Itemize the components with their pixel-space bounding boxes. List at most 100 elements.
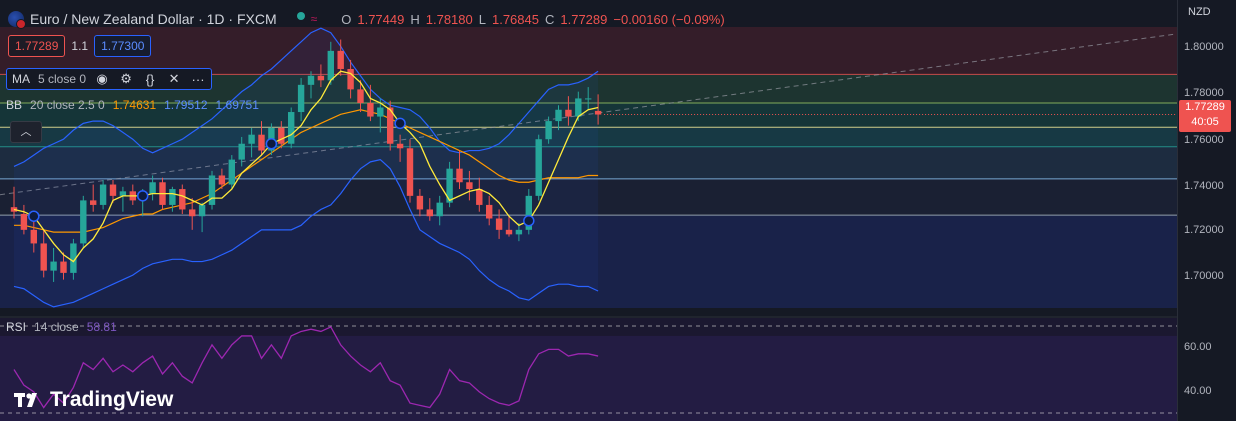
cross-marker — [28, 210, 40, 222]
candle-body — [70, 243, 77, 273]
candle-body — [80, 200, 87, 244]
price-tick: 1.76000 — [1184, 134, 1224, 146]
candle-body — [109, 184, 117, 196]
price-zone — [0, 178, 1177, 216]
candle-body — [258, 134, 265, 151]
price-tick: 1.78000 — [1184, 87, 1224, 99]
sell-button[interactable]: 1.77289 — [8, 35, 66, 57]
bb-lower-line — [13, 158, 599, 308]
candle-body — [238, 143, 245, 160]
ma5-line — [13, 70, 599, 263]
candle-body — [466, 182, 473, 190]
brand-name: TradingView — [50, 388, 174, 411]
candle-body — [545, 121, 552, 140]
low-value: 1.76845 — [491, 11, 539, 27]
tradingview-logo[interactable]: TradingView — [14, 388, 173, 412]
market-open-icon — [296, 12, 305, 20]
candle-body — [446, 168, 453, 203]
bb-params: 20 close 2.5 0 — [30, 98, 105, 112]
price-tick: 1.74000 — [1184, 180, 1224, 192]
rsi-tick: 60.00 — [1184, 341, 1212, 353]
price-tick: 1.80000 — [1184, 41, 1224, 53]
cross-marker — [265, 137, 278, 150]
candle-body — [426, 209, 433, 217]
tradingview-mark-icon — [14, 393, 37, 407]
candle-body — [505, 229, 513, 235]
candle-body — [288, 112, 295, 144]
candle-body — [535, 139, 542, 196]
candle-body — [218, 175, 226, 185]
rsi-tick: 40.00 — [1184, 385, 1212, 397]
buy-button[interactable]: 1.77300 — [94, 35, 152, 57]
price-tick: 1.72000 — [1184, 224, 1224, 236]
candle-body — [387, 107, 394, 144]
candle-body — [406, 148, 414, 196]
candle-body — [456, 168, 463, 183]
bb-legend[interactable]: BB 20 close 2.5 0 1.74631 1.79512 1.6975… — [6, 98, 259, 112]
eur-nzd-flag-icon — [8, 11, 26, 29]
candle-body — [307, 75, 315, 85]
candle-body — [486, 204, 493, 219]
high-value: 1.78180 — [425, 11, 473, 27]
bb-basis-line — [14, 109, 599, 233]
close-label: C — [544, 11, 555, 27]
rsi-label: RSI — [6, 320, 27, 334]
candle-body — [198, 204, 206, 217]
candle-body — [525, 195, 532, 230]
candle-body — [50, 261, 57, 271]
bb-upper-line — [13, 27, 599, 167]
source-code-icon[interactable]: {} — [145, 71, 155, 87]
candle-body — [436, 202, 443, 217]
candle-body — [189, 209, 196, 217]
delay-wave-icon: ≈ — [310, 12, 318, 26]
change-value: −0.00160 (−0.09%) — [613, 11, 725, 27]
candle-body — [585, 98, 592, 100]
candle-body — [495, 218, 503, 230]
candle-body — [10, 207, 18, 212]
close-icon[interactable]: ✕ — [168, 71, 180, 86]
open-label: O — [341, 11, 352, 27]
currency-label[interactable]: NZD — [1188, 6, 1211, 18]
candle-body — [119, 191, 127, 196]
candle-body — [90, 200, 97, 205]
gear-icon[interactable]: ⚙ — [120, 71, 132, 86]
bb-fill — [14, 28, 599, 307]
symbol-title[interactable]: Euro / New Zealand Dollar · 1D · FXCM — [30, 11, 277, 27]
candle-body — [594, 110, 602, 115]
price-tick: 1.70000 — [1184, 270, 1224, 282]
ma-legend[interactable]: MA 5 close 0 ◉ ⚙ {} ✕ ··· — [6, 68, 213, 90]
chart-header: Euro / New Zealand Dollar · 1D · FXCM ≈ … — [8, 9, 725, 29]
price-axis[interactable] — [1177, 0, 1236, 421]
rsi-legend[interactable]: RSI 14 close 58.81 — [6, 320, 117, 334]
candle-body — [555, 109, 562, 122]
high-label: H — [410, 11, 420, 27]
candles — [10, 39, 602, 282]
candle-body — [327, 50, 334, 81]
bar-countdown: 40:05 — [1191, 116, 1219, 128]
candle-body — [565, 109, 572, 117]
candle-body — [278, 127, 285, 144]
bb-basis-value: 1.74631 — [112, 98, 157, 112]
candle-body — [476, 189, 483, 205]
eye-icon[interactable]: ◉ — [96, 71, 108, 86]
bb-upper-value: 1.79512 — [164, 98, 208, 112]
rsi-value: 58.81 — [86, 320, 117, 334]
candle-body — [149, 182, 156, 194]
candle-body — [357, 89, 364, 103]
candle-body — [337, 50, 344, 69]
chart-canvas[interactable] — [0, 0, 1177, 421]
cross-marker — [523, 215, 535, 227]
more-icon[interactable]: ··· — [191, 71, 205, 87]
rsi-params: 14 close — [34, 320, 79, 334]
candle-body — [396, 143, 404, 149]
candle-body — [347, 68, 354, 90]
candle-body — [169, 189, 176, 205]
collapse-legend-button[interactable]: ︿ — [10, 121, 42, 143]
cross-marker — [394, 117, 406, 130]
moving-average — [13, 70, 599, 263]
bb-lower-value: 1.69751 — [215, 98, 259, 112]
candle-body — [317, 75, 325, 81]
candle-body — [60, 261, 67, 273]
chevron-up-icon: ︿ — [20, 126, 32, 138]
